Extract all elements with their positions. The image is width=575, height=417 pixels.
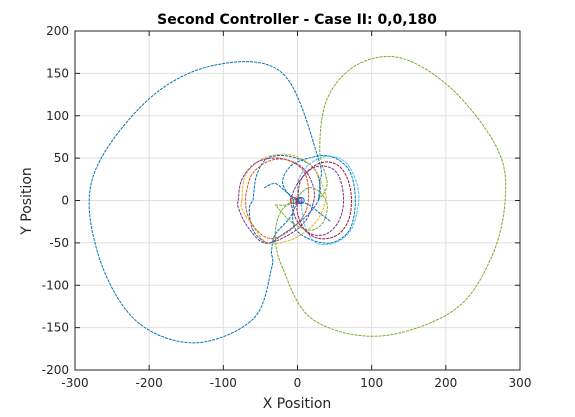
x-tick-label: -300 (61, 376, 88, 390)
trajectory-line-12 (263, 182, 332, 223)
start-marker-1 (290, 197, 298, 204)
trajectory-line-8 (296, 155, 360, 246)
start-marker-2 (297, 197, 305, 204)
y-tick-label: -150 (42, 321, 69, 335)
trajectory-line-7 (282, 155, 356, 244)
y-tick-label: 50 (54, 151, 69, 165)
trajectory-line-10 (289, 165, 345, 236)
trajectory-line-11 (274, 187, 328, 231)
y-axis-ticks: -200 -150 -100 -50 0 50 100 150 200 (42, 24, 520, 377)
x-tick-label: 100 (360, 376, 383, 390)
x-axis-ticks: -300 -200 -100 0 100 200 300 (61, 31, 531, 390)
x-tick-label: -200 (136, 376, 163, 390)
trajectory-line-5 (237, 157, 315, 244)
y-tick-label: 100 (46, 109, 69, 123)
y-tick-label: 150 (46, 66, 69, 80)
y-axis-label: Y Position (19, 167, 35, 236)
x-tick-label: -100 (210, 376, 237, 390)
y-tick-label: 200 (46, 24, 69, 38)
x-tick-label: 300 (509, 376, 532, 390)
y-tick-label: -200 (42, 363, 69, 377)
marker-layer (290, 197, 305, 204)
y-tick-label: 0 (61, 194, 69, 208)
trajectory-line-2 (274, 55, 507, 337)
y-tick-label: -50 (49, 236, 69, 250)
trajectory-line-6 (245, 158, 310, 240)
series-layer (88, 55, 507, 344)
chart-title: Second Controller - Case II: 0,0,180 (157, 12, 437, 28)
start-marker-3 (295, 197, 303, 204)
x-axis-label: X Position (263, 396, 332, 412)
x-tick-label: 200 (434, 376, 457, 390)
y-tick-label: -100 (42, 278, 69, 292)
x-tick-label: 0 (294, 376, 302, 390)
plot-area (74, 30, 521, 371)
